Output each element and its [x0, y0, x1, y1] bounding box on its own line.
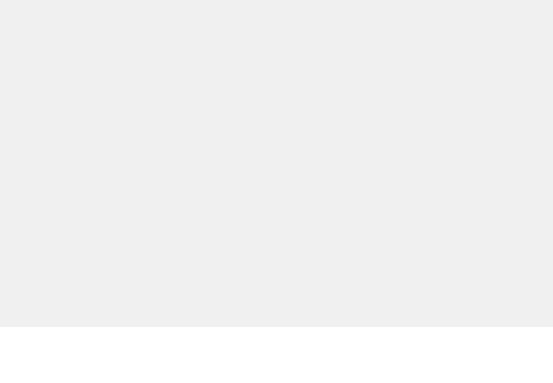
- Text: 14: 14: [160, 200, 171, 208]
- Bar: [143, 152, 167, 160]
- Text: 3: 3: [468, 41, 474, 51]
- Text: 1—线圈   2—铁心   3—衔铁   4—反力弹簧   5—推板   6—活塞杆 7—杠杆   8—塔形弹簧: 1—线圈 2—铁心 3—衔铁 4—反力弹簧 5—推板 6—活塞杆 7—杠杆 8—…: [8, 270, 380, 283]
- Bar: [406, 30, 432, 78]
- Text: 6: 6: [408, 88, 414, 98]
- Text: 5: 5: [223, 92, 229, 100]
- Bar: [62, 23, 102, 78]
- Bar: [307, 113, 347, 163]
- Bar: [62, 121, 102, 171]
- Text: 3: 3: [223, 46, 229, 56]
- Text: 13: 13: [195, 177, 206, 185]
- Text: 11: 11: [195, 157, 206, 165]
- Text: 15: 15: [76, 167, 88, 176]
- Text: 12: 12: [346, 154, 357, 162]
- Text: 11: 11: [440, 144, 451, 154]
- Text: 8: 8: [448, 111, 454, 121]
- Text: 断电延时型: 断电延时型: [381, 239, 419, 252]
- Bar: [161, 30, 187, 78]
- Bar: [365, 113, 435, 188]
- Polygon shape: [150, 116, 160, 124]
- Bar: [307, 23, 347, 78]
- Bar: [388, 144, 412, 152]
- Text: 15: 15: [321, 159, 333, 168]
- Bar: [120, 121, 190, 196]
- Text: 1: 1: [223, 16, 229, 26]
- Bar: [366, 27, 434, 81]
- Text: 12: 12: [101, 162, 112, 170]
- Text: b): b): [395, 201, 405, 211]
- Text: 1: 1: [468, 16, 474, 26]
- Text: 9: 9: [440, 118, 446, 128]
- Text: 2: 2: [468, 28, 473, 38]
- Bar: [110, 18, 200, 88]
- Text: 5: 5: [321, 8, 327, 16]
- Text: 通电延时型: 通电延时型: [136, 239, 174, 252]
- Text: 7: 7: [327, 103, 333, 113]
- Bar: [0, 327, 553, 383]
- Text: 4: 4: [223, 64, 228, 72]
- Text: 10: 10: [195, 141, 206, 151]
- Text: a): a): [150, 209, 160, 219]
- Bar: [204, 178, 212, 184]
- Bar: [373, 121, 427, 184]
- Bar: [0, 0, 553, 327]
- Bar: [368, 30, 394, 78]
- Text: 9: 9: [195, 129, 201, 137]
- Text: 16: 16: [74, 10, 86, 19]
- Text: 10: 10: [440, 131, 451, 141]
- Text: 4: 4: [468, 56, 473, 64]
- Text: 16: 16: [321, 74, 333, 83]
- Text: 图 2-3   空气阻尼式时间继电器: 图 2-3 空气阻尼式时间继电器: [213, 254, 340, 267]
- Text: 9—弱弹簧   10—橡皮膜   11—空气室壁   12—活塞   13—调节螺杆   14—进气孔: 9—弱弹簧 10—橡皮膜 11—空气室壁 12—活塞 13—调节螺杆 14—进气…: [8, 285, 350, 298]
- Text: 8: 8: [187, 131, 193, 141]
- Text: 14: 14: [405, 192, 416, 200]
- Text: 2: 2: [223, 31, 228, 41]
- Text: 6: 6: [160, 103, 166, 113]
- Text: 13: 13: [440, 167, 451, 175]
- Text: 7: 7: [82, 111, 88, 121]
- Text: 电工之家: 电工之家: [513, 308, 538, 318]
- Bar: [128, 129, 182, 192]
- Text: 15、16—微动开关: 15、16—微动开关: [8, 301, 85, 314]
- Polygon shape: [395, 108, 405, 116]
- Bar: [123, 30, 149, 78]
- Bar: [121, 27, 189, 81]
- Bar: [355, 18, 445, 88]
- Bar: [449, 170, 457, 176]
